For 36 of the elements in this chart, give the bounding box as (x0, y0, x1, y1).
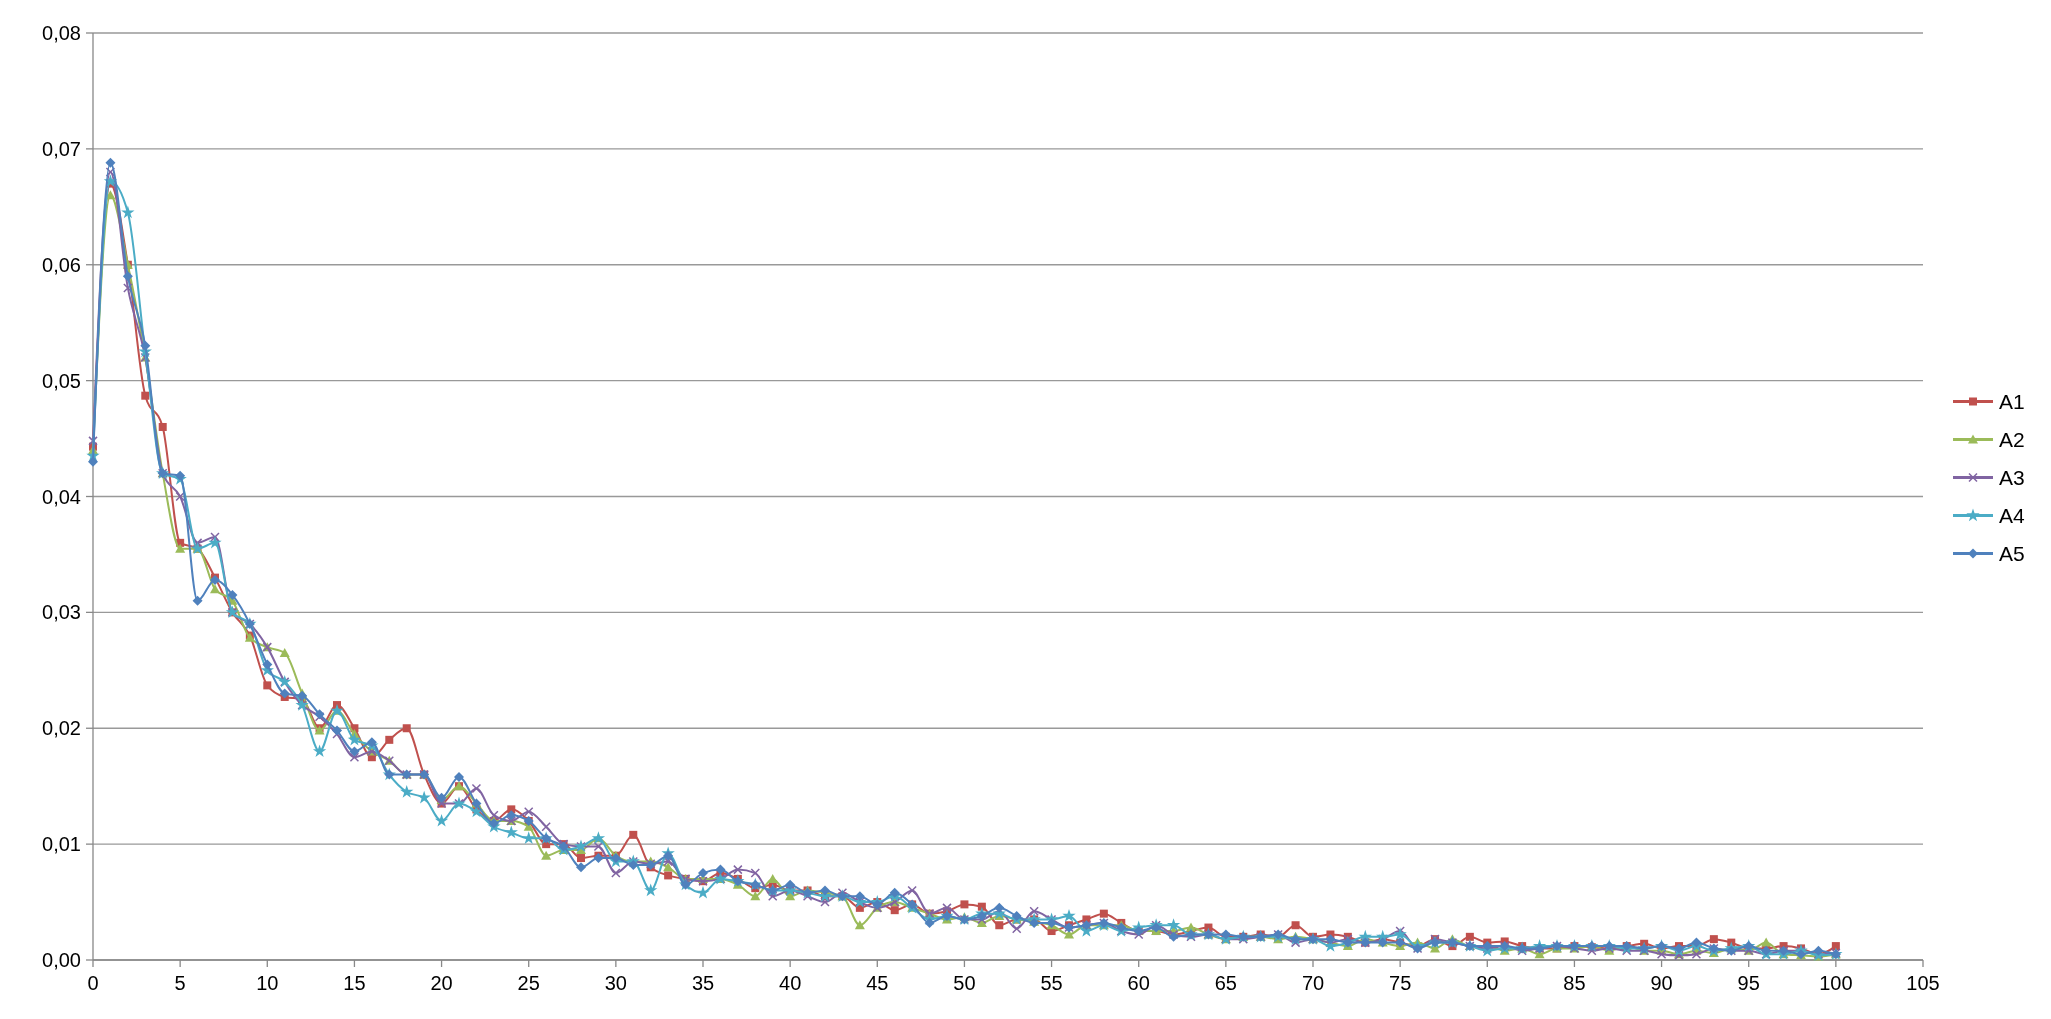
x-tick-label: 100 (1819, 972, 1853, 994)
x-tick-label: 80 (1476, 972, 1499, 994)
x-tick-label: 65 (1214, 972, 1237, 994)
y-tick-label: 0,04 (42, 485, 81, 508)
y-tick-label: 0,07 (42, 137, 81, 160)
x-tick-label: 70 (1301, 972, 1325, 994)
y-tick-label: 0,01 (42, 833, 81, 856)
x-tick-label: 50 (953, 972, 976, 994)
x-tick-label: 5 (174, 972, 186, 994)
y-tick-label: 0,03 (42, 601, 81, 624)
y-tick-label: 0,05 (42, 369, 81, 392)
legend-label: A3 (1999, 465, 2025, 489)
y-tick-label: 0,00 (42, 949, 81, 971)
x-tick-label: 105 (1906, 972, 1940, 994)
x-tick-label: 85 (1563, 972, 1586, 994)
x-tick-label: 15 (343, 972, 366, 994)
legend-label: A1 (1999, 389, 2025, 413)
x-tick-label: 45 (866, 972, 889, 994)
y-tick-label: 0,06 (42, 253, 81, 276)
x-tick-label: 55 (1040, 972, 1063, 994)
x-tick-label: 60 (1127, 972, 1150, 994)
x-tick-label: 90 (1650, 972, 1673, 994)
x-tick-label: 20 (430, 972, 453, 994)
x-tick-label: 95 (1737, 972, 1760, 994)
y-tick-label: 0,08 (42, 22, 81, 44)
x-tick-label: 30 (604, 972, 627, 994)
x-tick-label: 40 (779, 972, 802, 994)
x-tick-label: 10 (256, 972, 279, 994)
legend-label: A2 (1999, 427, 2025, 451)
y-tick-label: 0,02 (42, 717, 81, 740)
x-tick-label: 75 (1389, 972, 1412, 994)
x-tick-label: 0 (87, 972, 99, 994)
x-tick-label: 25 (517, 972, 540, 994)
legend-label: A4 (1999, 503, 2026, 527)
legend-label: A5 (1999, 541, 2025, 565)
x-tick-label: 35 (691, 972, 715, 994)
